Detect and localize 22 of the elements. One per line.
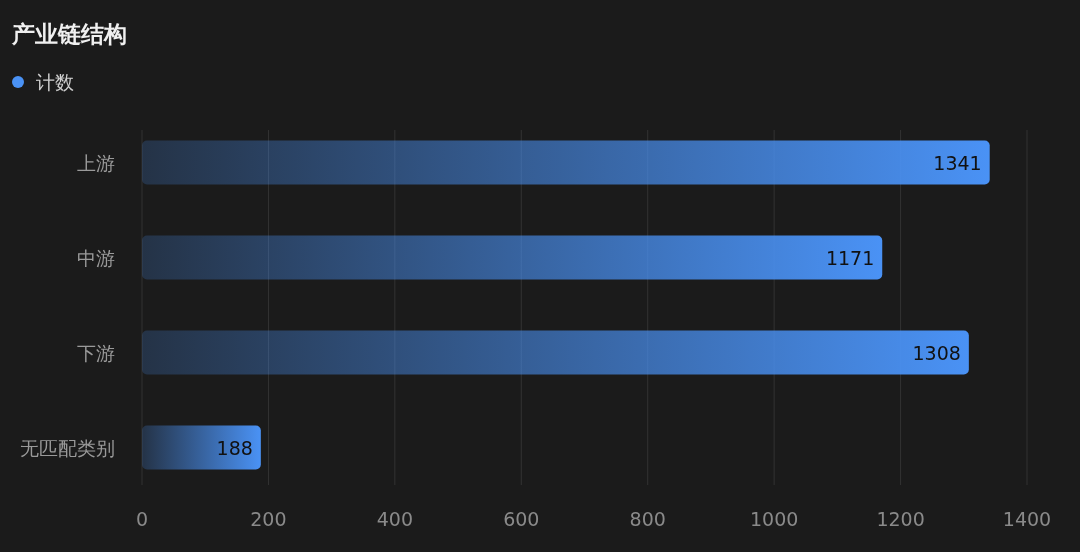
bar [142, 425, 261, 470]
x-tick-label: 1000 [749, 508, 799, 530]
x-tick-label: 600 [503, 508, 540, 530]
x-tick-label: 1400 [1002, 508, 1052, 530]
data-label: 1171 [825, 246, 875, 269]
y-tick-label: 中游 [77, 246, 115, 269]
x-tick-label: 0 [135, 508, 149, 530]
bar [142, 330, 969, 375]
y-tick-label: 上游 [77, 151, 115, 174]
x-tick-label: 200 [250, 508, 287, 530]
y-tick-label: 无匹配类别 [20, 436, 115, 459]
bar [142, 235, 883, 280]
data-label: 1341 [933, 151, 982, 174]
data-label: 1308 [912, 341, 961, 364]
bar [142, 140, 990, 185]
x-tick-label: 400 [376, 508, 413, 530]
x-tick-label: 800 [629, 508, 666, 530]
legend-label: 计数 [36, 71, 74, 93]
chart-title: 产业链结构 [11, 21, 127, 47]
data-label: 188 [216, 436, 253, 459]
x-tick-label: 1200 [876, 508, 925, 530]
y-tick-label: 下游 [77, 341, 115, 364]
